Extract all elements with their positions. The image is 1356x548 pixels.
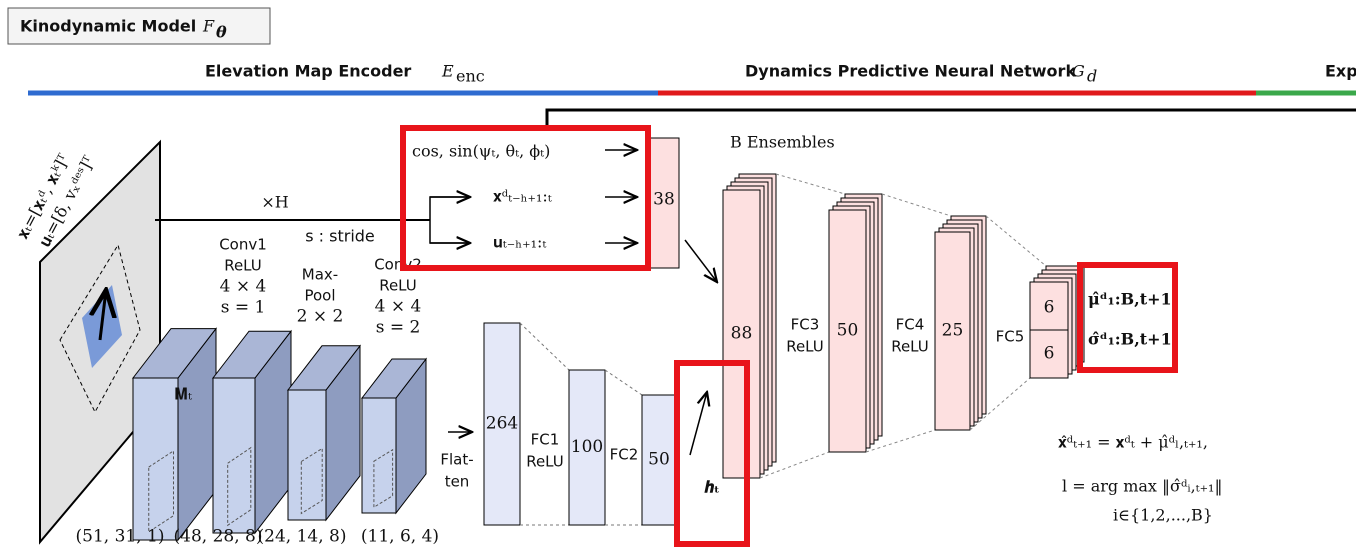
layer-label: 4 × 4 xyxy=(220,277,267,297)
section: Dynamics Predictive Neural Network xyxy=(745,62,1076,81)
output-highlight xyxy=(1080,265,1175,370)
layer-size: 50 xyxy=(837,321,859,341)
flatten-label: ten xyxy=(445,473,470,491)
layer-label: s = 2 xyxy=(376,318,421,338)
layer-size: 6 xyxy=(1044,298,1055,318)
hidden-label: 𝒉ₜ xyxy=(704,478,720,497)
slab-front xyxy=(362,398,396,513)
slab-front xyxy=(133,378,178,540)
layer-label: FC5 xyxy=(996,328,1025,346)
title-sub: θ xyxy=(216,23,227,42)
layer-size: 88 xyxy=(731,324,753,344)
layer-size: 50 xyxy=(648,450,670,470)
connector xyxy=(882,194,951,216)
input-row: 𝐱ᵈₜ₋ₕ₊₁:ₜ xyxy=(493,187,552,206)
layer-label: FC2 xyxy=(610,446,639,464)
page: Conv1ReLU4 × 4s = 1Max-Pool2 × 2Conv2ReL… xyxy=(0,0,1356,548)
connector xyxy=(520,323,569,370)
ensembles-label: B Ensembles xyxy=(730,133,835,152)
section-symbol: E xyxy=(441,62,454,81)
title: Kinodynamic Model xyxy=(20,17,196,36)
input-row: cos, sin(ψₜ, θₜ, ϕₜ) xyxy=(412,142,550,161)
layer-label: 2 × 2 xyxy=(297,307,344,327)
layer-label: Pool xyxy=(304,287,335,305)
section-sub: enc xyxy=(456,67,485,86)
title-symbol: F xyxy=(202,17,215,36)
layer-label: ReLU xyxy=(526,453,564,471)
flatten-label: Flat- xyxy=(440,451,473,469)
layer-label: ReLU xyxy=(891,338,929,356)
layer-size: 264 xyxy=(486,414,518,434)
section: Elevation Map Encoder xyxy=(205,62,411,81)
layer-label: ReLU xyxy=(224,257,262,275)
layer-label: ReLU xyxy=(786,338,824,356)
layer-size: 6 xyxy=(1044,344,1055,364)
connector xyxy=(605,370,642,395)
map-label: 𝐌ₜ xyxy=(174,385,192,404)
slab-front xyxy=(213,378,255,533)
stride-label: s : stride xyxy=(305,227,375,246)
layer-label: s = 1 xyxy=(221,298,266,318)
equation-under: i∈{1,2,...,B} xyxy=(1113,506,1213,525)
connector xyxy=(776,174,845,194)
arrow xyxy=(685,240,717,282)
output-label: σ̂ᵈ₁:B,t+1 xyxy=(1088,330,1172,349)
layer-label: 4 × 4 xyxy=(375,297,422,317)
diagram: Conv1ReLU4 × 4s = 1Max-Pool2 × 2Conv2ReL… xyxy=(0,0,1356,548)
skip-line xyxy=(547,110,1356,130)
shape-label: (24, 14, 8) xyxy=(258,527,347,547)
input-row: 𝐮ₜ₋ₕ₊₁:ₜ xyxy=(493,233,546,252)
section-sub: d xyxy=(1087,67,1097,86)
layer-size: 100 xyxy=(571,437,603,457)
section: Exp xyxy=(1325,62,1356,81)
history-label: ×H xyxy=(261,193,288,212)
shape-label: (48, 28, 8) xyxy=(174,527,263,547)
layer-size: 38 xyxy=(653,190,675,210)
layer-label: ReLU xyxy=(379,277,417,295)
equation-line: 𝐱̂ᵈₜ₊₁ = 𝐱ᵈₜ + μ̂ᵈₗ,ₜ₊₁, xyxy=(1058,433,1208,452)
equation-line: l = arg max ‖σ̂ᵈᵢ,ₜ₊₁‖ xyxy=(1062,477,1222,496)
branch xyxy=(430,197,470,243)
layer-label: Conv1 xyxy=(219,236,267,254)
connector xyxy=(986,216,1046,266)
shape-label: (11, 6, 4) xyxy=(361,527,439,547)
slab-front xyxy=(288,390,326,520)
layer-label: Max- xyxy=(302,266,338,284)
layer-label: FC1 xyxy=(531,431,560,449)
arrow xyxy=(690,392,707,455)
layer-label: FC3 xyxy=(791,316,820,334)
layer-label: FC4 xyxy=(896,316,925,334)
section-symbol: G xyxy=(1072,62,1085,81)
layer-size: 25 xyxy=(942,321,964,341)
shape-label: (51, 31, 1) xyxy=(76,527,165,547)
output-label: μ̂ᵈ₁:B,t+1 xyxy=(1088,290,1172,309)
